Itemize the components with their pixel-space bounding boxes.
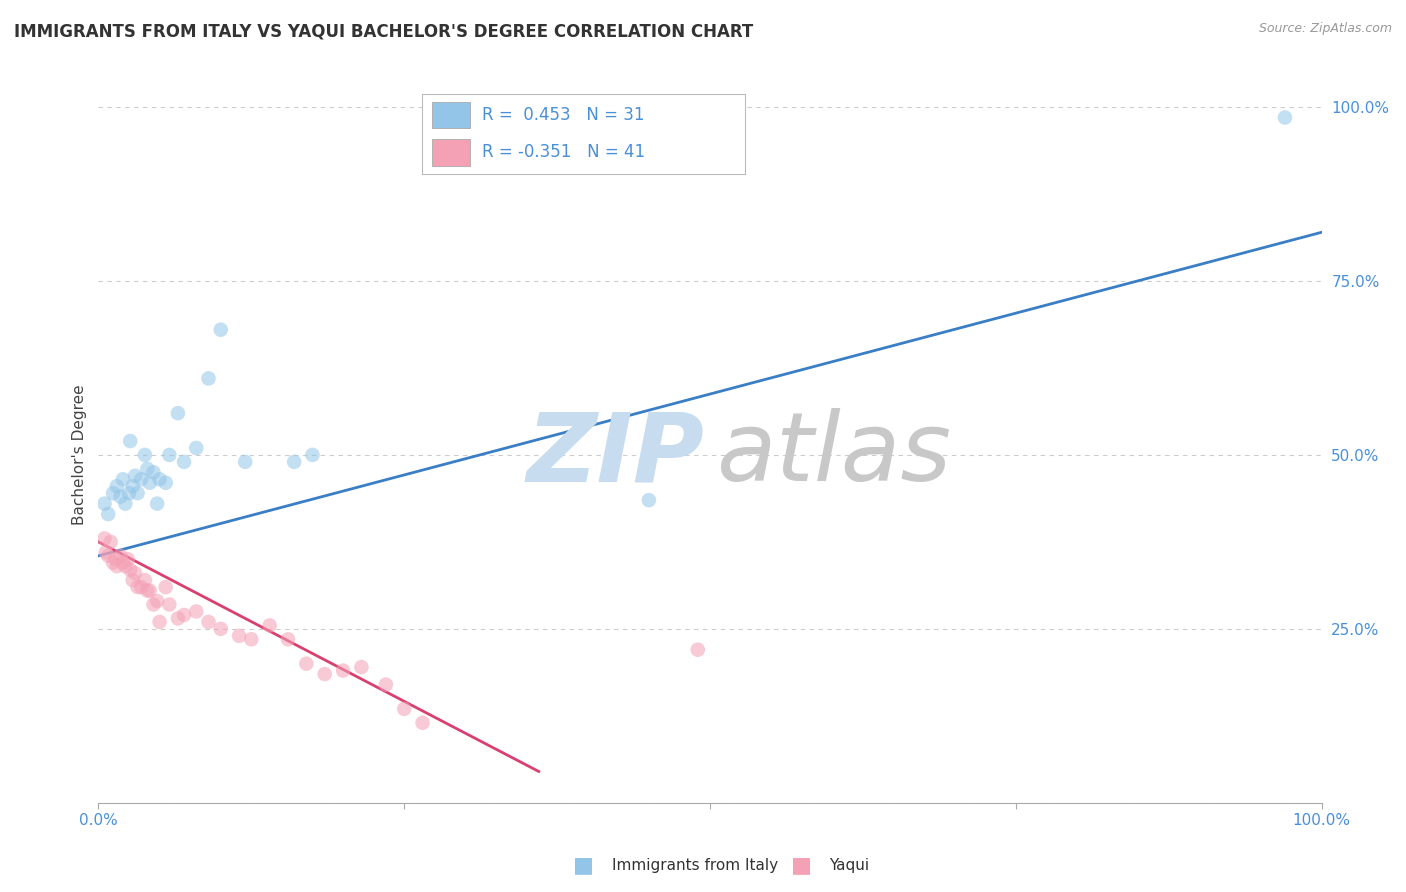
Point <box>149 615 172 629</box>
Point <box>157 598 180 612</box>
Point <box>301 448 323 462</box>
Text: ■: ■ <box>792 855 811 875</box>
Point <box>93 497 115 511</box>
Point <box>94 545 117 559</box>
Point <box>136 462 159 476</box>
Point <box>295 657 318 671</box>
Text: atlas: atlas <box>716 409 950 501</box>
Point <box>155 475 177 490</box>
Point <box>314 667 336 681</box>
Point <box>142 598 165 612</box>
Point <box>127 486 149 500</box>
Point <box>111 472 134 486</box>
Point <box>105 479 128 493</box>
Point <box>155 580 177 594</box>
Point <box>209 622 232 636</box>
Point <box>228 629 250 643</box>
Point <box>167 406 190 420</box>
Point <box>350 660 373 674</box>
Point <box>97 549 120 563</box>
Point <box>124 468 146 483</box>
Point <box>149 472 172 486</box>
Point <box>142 466 165 480</box>
Point <box>277 632 299 647</box>
Point <box>283 455 305 469</box>
Point <box>157 448 180 462</box>
Point <box>134 573 156 587</box>
Text: Source: ZipAtlas.com: Source: ZipAtlas.com <box>1258 22 1392 36</box>
Text: Yaqui: Yaqui <box>830 858 870 872</box>
Point <box>105 559 128 574</box>
Point <box>110 490 132 504</box>
Point <box>120 434 142 448</box>
Point <box>240 632 263 647</box>
Point <box>173 607 195 622</box>
Point <box>233 455 256 469</box>
Text: R = -0.351   N = 41: R = -0.351 N = 41 <box>482 144 645 161</box>
Point <box>197 615 219 629</box>
Point <box>104 552 127 566</box>
Point <box>117 552 139 566</box>
Point <box>97 507 120 521</box>
Point <box>110 549 132 563</box>
Text: Immigrants from Italy: Immigrants from Italy <box>612 858 778 872</box>
Point <box>332 664 354 678</box>
Point <box>197 371 219 385</box>
Text: IMMIGRANTS FROM ITALY VS YAQUI BACHELOR'S DEGREE CORRELATION CHART: IMMIGRANTS FROM ITALY VS YAQUI BACHELOR'… <box>14 22 754 40</box>
Point <box>392 702 416 716</box>
Point <box>101 486 124 500</box>
Bar <box>432 139 470 166</box>
Point <box>139 583 162 598</box>
Point <box>129 472 152 486</box>
Point <box>637 493 661 508</box>
Point <box>121 479 143 493</box>
Point <box>100 535 122 549</box>
Point <box>139 475 162 490</box>
Point <box>686 642 709 657</box>
Point <box>101 556 124 570</box>
Point <box>146 497 169 511</box>
Point <box>134 448 156 462</box>
Point <box>124 566 146 581</box>
Point <box>173 455 195 469</box>
Point <box>186 441 208 455</box>
Point <box>120 563 142 577</box>
Point <box>127 580 149 594</box>
Point <box>167 611 190 625</box>
Point <box>114 497 136 511</box>
Bar <box>432 102 470 128</box>
Text: R =  0.453   N = 31: R = 0.453 N = 31 <box>482 106 644 124</box>
Point <box>111 556 134 570</box>
Point <box>93 532 115 546</box>
Point <box>118 486 141 500</box>
Point <box>412 715 434 730</box>
Point <box>146 594 169 608</box>
Text: ■: ■ <box>574 855 593 875</box>
Point <box>259 618 281 632</box>
Point <box>129 580 152 594</box>
Point <box>209 323 232 337</box>
Point <box>1274 111 1296 125</box>
Y-axis label: Bachelor's Degree: Bachelor's Degree <box>72 384 87 525</box>
Point <box>136 583 159 598</box>
Point <box>121 573 143 587</box>
Point <box>114 559 136 574</box>
Point <box>186 605 208 619</box>
Text: ZIP: ZIP <box>526 409 704 501</box>
Point <box>374 677 396 691</box>
